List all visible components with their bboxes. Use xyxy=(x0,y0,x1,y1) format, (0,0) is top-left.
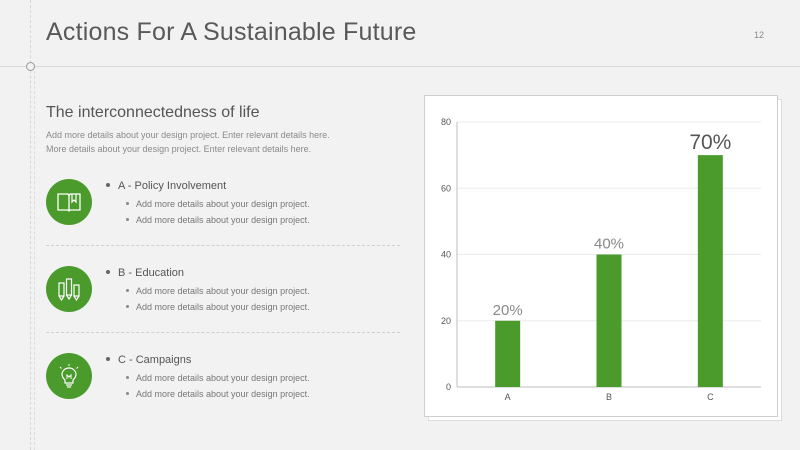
bar xyxy=(495,320,521,387)
lightbulb-icon xyxy=(46,353,92,399)
y-tick-label: 20 xyxy=(441,316,451,326)
y-tick-label: 80 xyxy=(441,117,451,127)
data-label: 70% xyxy=(689,131,731,154)
y-tick-label: 40 xyxy=(441,250,451,260)
description-line-1: Add more details about your design proje… xyxy=(46,130,330,140)
item-title: B - Education xyxy=(106,267,184,279)
item-title: C - Campaigns xyxy=(106,354,191,366)
guide-line-inner xyxy=(34,66,35,450)
x-tick-label: A xyxy=(505,392,511,402)
page-number: 12 xyxy=(753,30,764,40)
item-divider xyxy=(46,332,400,333)
item-detail: Add more details about your design proje… xyxy=(126,215,310,225)
list-item-policy: A - Policy Involvement Add more details … xyxy=(46,179,400,261)
x-tick-label: B xyxy=(606,392,612,402)
bar xyxy=(697,155,723,387)
bar xyxy=(596,254,622,387)
item-detail: Add more details about your design proje… xyxy=(126,199,310,209)
data-label: 20% xyxy=(493,302,523,319)
header-marker-dot xyxy=(26,62,35,71)
description-line-2: More details about your design project. … xyxy=(46,144,312,154)
y-tick-label: 0 xyxy=(446,382,451,392)
item-divider xyxy=(46,245,400,246)
slide-header: Actions For A Sustainable Future 12 xyxy=(0,0,800,67)
item-detail: Add more details about your design proje… xyxy=(126,373,310,383)
item-title: A - Policy Involvement xyxy=(106,180,226,192)
pencils-icon xyxy=(46,266,92,312)
book-icon xyxy=(46,179,92,225)
list-item-campaigns: C - Campaigns Add more details about you… xyxy=(46,353,400,435)
bar-chart: 0 20 40 60 80 A 20% B 40% C 70% xyxy=(441,117,761,402)
x-tick-label: C xyxy=(707,392,714,402)
page-title: Actions For A Sustainable Future xyxy=(46,18,417,46)
y-tick-label: 60 xyxy=(441,183,451,193)
item-detail: Add more details about your design proje… xyxy=(126,389,310,399)
item-detail: Add more details about your design proje… xyxy=(126,286,310,296)
data-label: 40% xyxy=(594,236,624,253)
section-description: Add more details about your design proje… xyxy=(46,128,406,156)
item-detail: Add more details about your design proje… xyxy=(126,302,310,312)
chart-card: 0 20 40 60 80 A 20% B 40% C 70% xyxy=(424,95,778,417)
list-item-education: B - Education Add more details about you… xyxy=(46,266,400,348)
guide-line-left xyxy=(30,0,31,450)
section-subtitle: The interconnectedness of life xyxy=(46,104,260,121)
